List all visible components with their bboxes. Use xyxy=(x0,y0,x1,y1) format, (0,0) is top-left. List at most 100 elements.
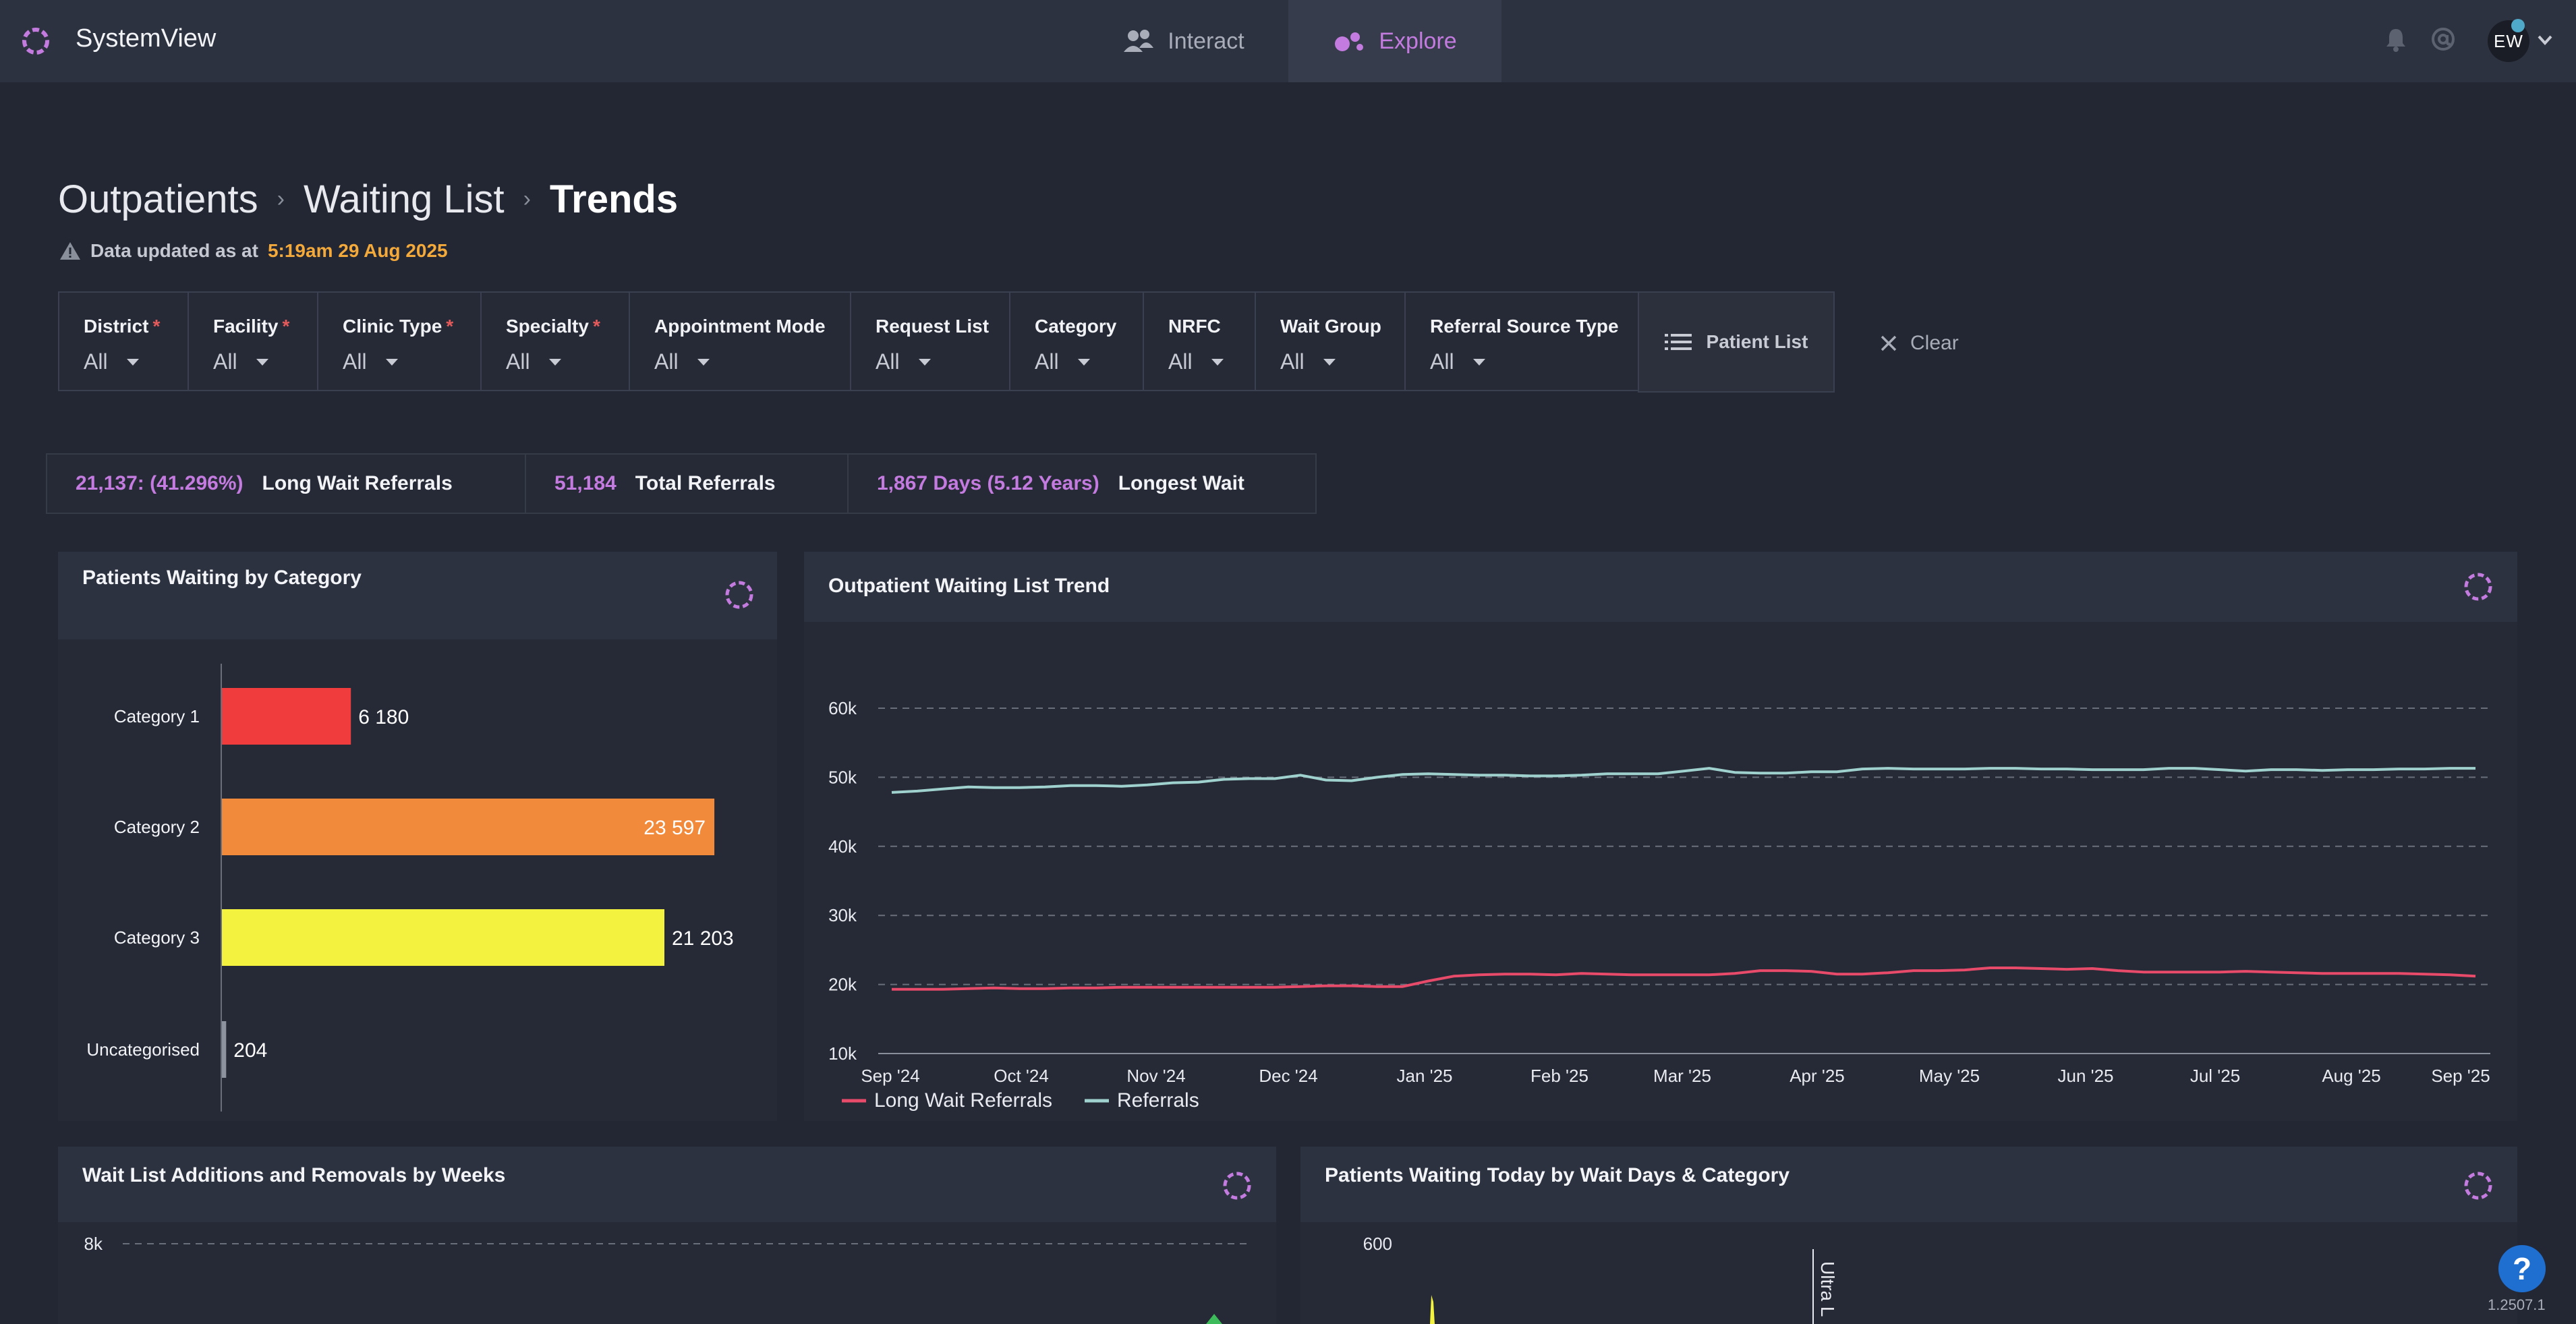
x-tick-label: Feb '25 xyxy=(1530,1066,1588,1086)
top-bar: SystemView Interact Explore EW xyxy=(0,0,2576,82)
user-avatar[interactable]: EW xyxy=(2488,20,2529,62)
filter-value: All xyxy=(84,349,108,374)
patient-list-label: Patient List xyxy=(1706,331,1808,352)
filter-clinic-type[interactable]: Clinic Type * All xyxy=(318,293,482,390)
series-line-referrals xyxy=(891,767,2475,794)
filter-label: Appointment Mode xyxy=(654,316,826,337)
filter-specialty[interactable]: Specialty * All xyxy=(482,293,630,390)
filter-value: All xyxy=(654,349,679,374)
category-label: Category 2 xyxy=(114,817,200,837)
caret-down-icon xyxy=(548,358,561,366)
breadcrumb-separator-icon: › xyxy=(277,186,285,212)
people-icon xyxy=(1124,30,1154,52)
series-peak-mark xyxy=(1430,1295,1435,1324)
panel-header: Patients Waiting Today by Wait Days & Ca… xyxy=(1300,1147,2517,1222)
caret-down-icon xyxy=(385,358,398,366)
bell-icon[interactable] xyxy=(2382,26,2409,53)
panel-category: Patients Waiting by Category Category 1 6… xyxy=(58,552,777,1121)
filter-value: All xyxy=(1035,349,1059,374)
page-title: Trends xyxy=(549,177,679,221)
filter-nrfc[interactable]: NRFC All xyxy=(1144,293,1256,390)
filter-category[interactable]: Category All xyxy=(1010,293,1144,390)
y-tick-label: 60k xyxy=(828,698,857,718)
panel-trend: Outpatient Waiting List Trend 10k 20k 30k 4… xyxy=(804,552,2517,1121)
panel-header: Outpatient Waiting List Trend xyxy=(804,552,2517,622)
kpi-total-referrals[interactable]: 51,184 Total Referrals xyxy=(526,455,849,513)
loading-spinner-icon[interactable] xyxy=(2462,571,2494,603)
data-updated-notice: Data updated as at 5:19am 29 Aug 2025 xyxy=(59,240,448,262)
x-tick-label: May '25 xyxy=(1919,1066,1980,1086)
additions-chart: 8k xyxy=(84,1234,1252,1324)
filter-value: All xyxy=(343,349,367,374)
chevron-down-icon[interactable] xyxy=(2535,30,2555,50)
filter-request-list[interactable]: Request List All xyxy=(851,293,1010,390)
list-icon xyxy=(1664,334,1692,350)
y-tick-label: 20k xyxy=(828,975,857,995)
panel-title: Patients Waiting by Category xyxy=(82,567,362,589)
x-tick-label: Aug '25 xyxy=(2322,1066,2380,1086)
x-tick-label: Nov '24 xyxy=(1126,1066,1185,1086)
loading-spinner-icon[interactable] xyxy=(723,579,755,611)
kpi-value: 51,184 xyxy=(554,472,617,494)
breadcrumb-outpatients[interactable]: Outpatients xyxy=(58,177,258,221)
app-logo-icon[interactable] xyxy=(19,24,53,58)
y-tick-label: 50k xyxy=(828,767,857,787)
x-tick-label: Mar '25 xyxy=(1653,1066,1711,1086)
x-tick-label: Jan '25 xyxy=(1396,1066,1452,1086)
filter-label: Facility xyxy=(213,316,279,337)
y-tick-label: 8k xyxy=(84,1234,103,1254)
data-label: 6 180 xyxy=(358,706,409,728)
caret-down-icon xyxy=(918,358,931,366)
tab-interact-label: Interact xyxy=(1168,28,1244,54)
panel-additions: Wait List Additions and Removals by Week… xyxy=(58,1147,1276,1324)
breadcrumb: Outpatients › Waiting List › Trends xyxy=(58,177,678,222)
clear-filters-button[interactable]: Clear xyxy=(1879,332,1959,355)
category-bar-chart: Category 1 6 180 Category 2 23 597 Category … xyxy=(86,664,734,1112)
filter-label: Referral Source Type xyxy=(1430,316,1619,337)
kpi-longest-wait[interactable]: 1,867 Days (5.12 Years) Longest Wait xyxy=(849,455,1273,513)
panel-wait-days: Patients Waiting Today by Wait Days & Ca… xyxy=(1300,1147,2517,1324)
legend-label: Long Wait Referrals xyxy=(874,1089,1052,1112)
required-marker: * xyxy=(282,316,290,337)
caret-down-icon xyxy=(1472,358,1485,366)
patient-list-button[interactable]: Patient List xyxy=(1638,291,1835,393)
wait-days-chart: 600 Ultra L xyxy=(1363,1234,1838,1324)
loading-spinner-icon[interactable] xyxy=(1221,1170,1253,1202)
category-label: Uncategorised xyxy=(86,1039,200,1060)
filter-appointment-mode[interactable]: Appointment Mode All xyxy=(630,293,851,390)
y-tick-label: 600 xyxy=(1363,1234,1392,1254)
filter-wait-group[interactable]: Wait Group All xyxy=(1256,293,1406,390)
bar xyxy=(222,799,715,855)
x-tick-label: Sep '24 xyxy=(861,1066,919,1086)
app-title[interactable]: SystemView xyxy=(76,24,217,53)
kpi-long-wait-referrals[interactable]: 21,137: (41.296%) Long Wait Referrals xyxy=(47,455,526,513)
kpi-label: Total Referrals xyxy=(635,472,776,494)
clear-label: Clear xyxy=(1910,332,1959,354)
caret-down-icon xyxy=(256,358,268,366)
x-tick-label: Oct '24 xyxy=(994,1066,1049,1086)
filter-value: All xyxy=(1430,349,1454,374)
filter-facility[interactable]: Facility * All xyxy=(189,293,318,390)
filter-value: All xyxy=(213,349,237,374)
mention-icon[interactable] xyxy=(2430,26,2457,53)
filter-label: Request List xyxy=(876,316,990,337)
panel-title: Wait List Additions and Removals by Week… xyxy=(82,1164,506,1186)
filter-district[interactable]: District * All xyxy=(59,293,189,390)
filter-value: All xyxy=(1280,349,1305,374)
help-button[interactable]: ? xyxy=(2498,1245,2546,1292)
filter-referral-source-type[interactable]: Referral Source Type All xyxy=(1406,293,1638,390)
tab-explore[interactable]: Explore xyxy=(1288,0,1501,82)
kpi-label: Long Wait Referrals xyxy=(262,472,453,494)
series-peak-mark xyxy=(1206,1314,1222,1324)
filter-value: All xyxy=(876,349,900,374)
tab-interact[interactable]: Interact xyxy=(1101,0,1265,82)
required-marker: * xyxy=(592,316,600,337)
filter-bar: District * All Facility * All Clinic Type *… xyxy=(58,291,1639,391)
caret-down-icon xyxy=(1211,358,1224,366)
legend-label: Referrals xyxy=(1117,1089,1199,1112)
loading-spinner-icon[interactable] xyxy=(2462,1170,2494,1202)
caret-down-icon xyxy=(697,358,710,366)
updated-prefix: Data updated as at xyxy=(90,240,258,261)
caret-down-icon xyxy=(1323,358,1336,366)
breadcrumb-waiting-list[interactable]: Waiting List xyxy=(303,177,505,221)
